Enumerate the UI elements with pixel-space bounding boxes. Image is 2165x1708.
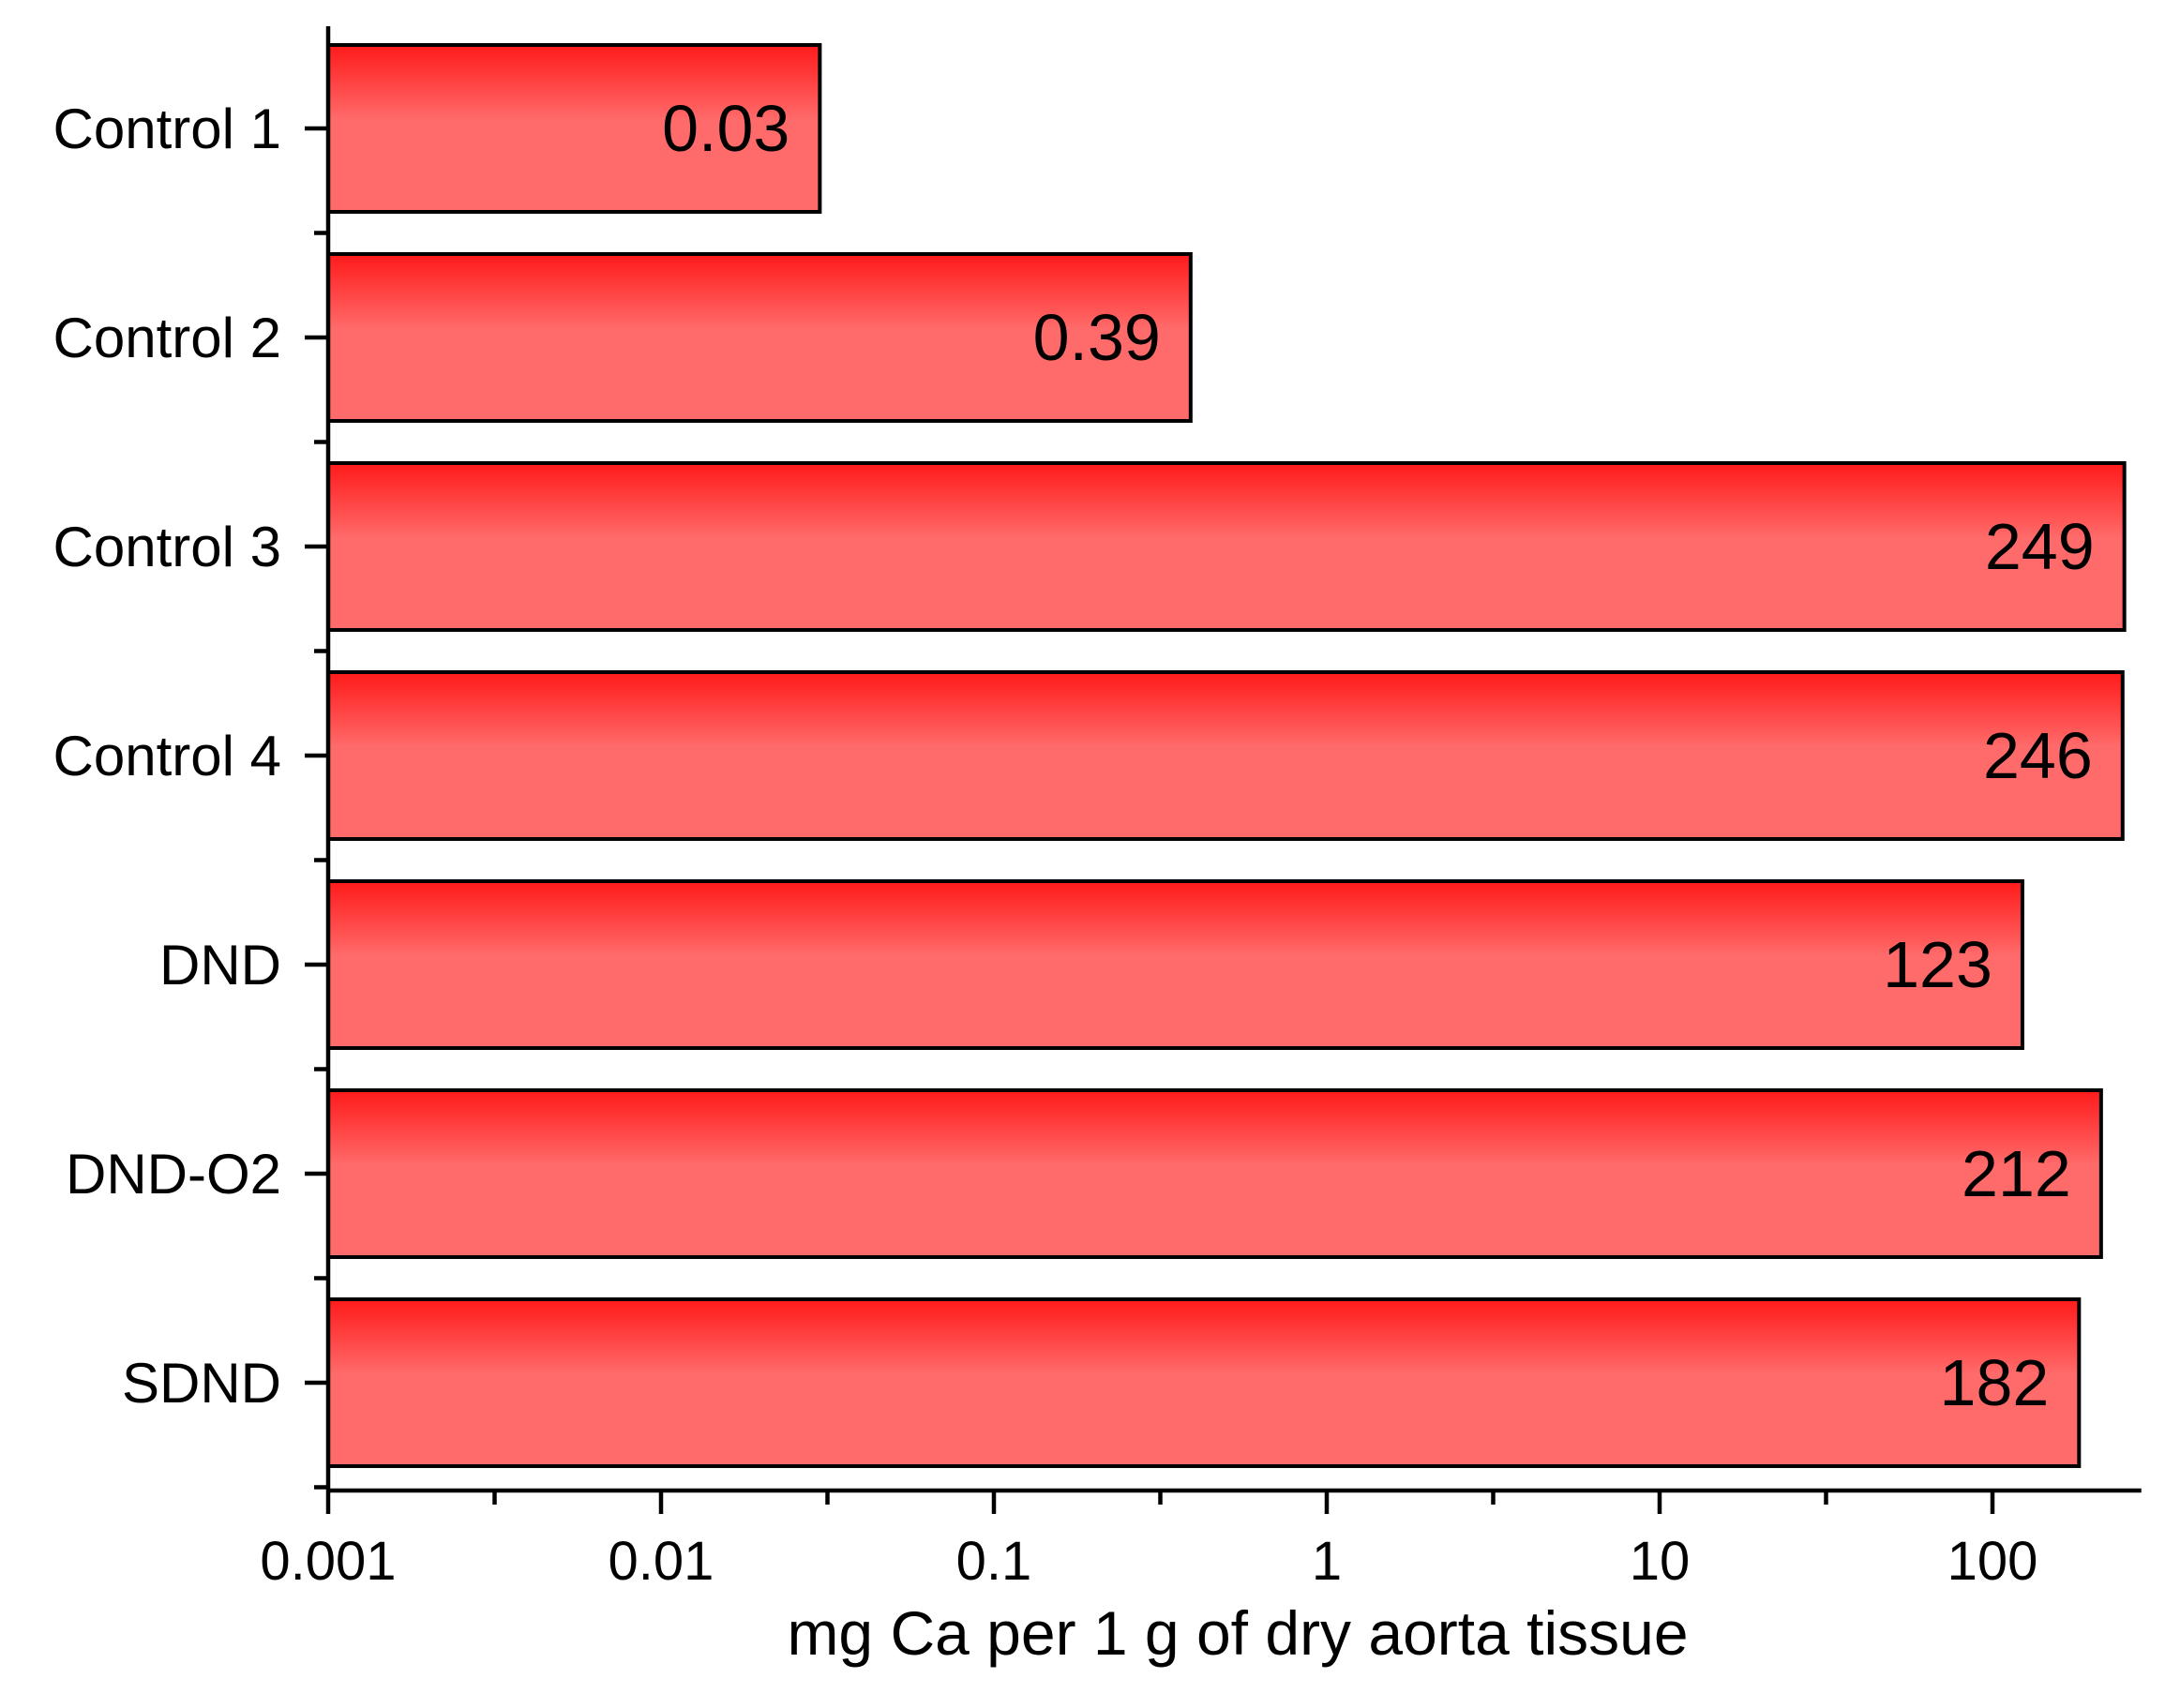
bar-sdnd	[326, 1297, 2082, 1468]
y-tick-label: SDND	[122, 1352, 281, 1415]
y-tick-label: Control 4	[53, 725, 281, 787]
bar-dnd	[326, 879, 2024, 1050]
value-label: 182	[1940, 1346, 2050, 1419]
value-label: 246	[1983, 719, 2093, 792]
x-tick-label: 10	[1630, 1531, 1691, 1592]
bar-dnd-o2	[326, 1088, 2103, 1259]
x-tick-label: 0.1	[956, 1531, 1032, 1592]
value-label: 0.39	[1033, 301, 1161, 374]
x-tick-label: 0.01	[609, 1531, 714, 1592]
x-axis-title: mg Ca per 1 g of dry aorta tissue	[787, 1598, 1688, 1668]
value-label: 0.03	[662, 92, 789, 165]
y-tick-label: Control 1	[53, 97, 281, 160]
x-tick-label: 1	[1312, 1531, 1342, 1592]
value-label: 249	[1985, 510, 2095, 583]
y-tick-label: Control 2	[53, 307, 281, 369]
bar-control-3	[326, 461, 2127, 632]
y-tick-label: Control 3	[53, 516, 281, 578]
bar-control-2	[326, 252, 1193, 423]
x-tick-label: 0.001	[260, 1531, 396, 1592]
bar-control-1	[326, 43, 822, 214]
y-tick-label: DND	[159, 934, 281, 996]
value-label: 212	[1962, 1137, 2071, 1210]
value-label: 123	[1883, 928, 1992, 1001]
y-tick-label: DND-O2	[66, 1143, 281, 1206]
bar-control-4	[326, 670, 2125, 841]
x-tick-label: 100	[1947, 1531, 2038, 1592]
